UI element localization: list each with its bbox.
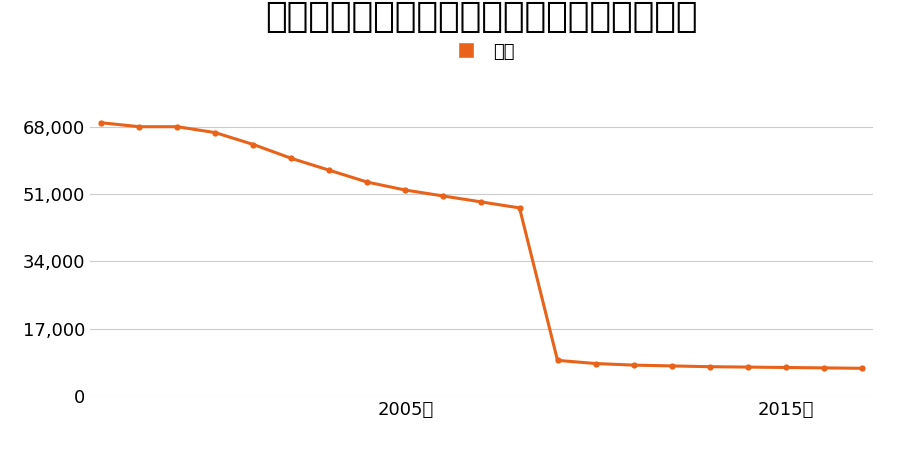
価格 xyxy=(172,124,183,130)
価格 xyxy=(628,362,639,368)
Legend: 価格: 価格 xyxy=(448,43,515,61)
価格 xyxy=(704,364,715,369)
価格 xyxy=(742,364,753,370)
価格 xyxy=(400,187,411,193)
価格 xyxy=(476,199,487,205)
価格 xyxy=(134,124,145,130)
価格 xyxy=(590,361,601,366)
価格 xyxy=(362,180,373,185)
価格 xyxy=(514,205,525,211)
価格 xyxy=(552,358,562,363)
価格 xyxy=(818,365,829,371)
価格 xyxy=(286,156,297,161)
価格 xyxy=(856,365,867,371)
Title: 新潟県上越市西本町３丁目１１番の地価推移: 新潟県上越市西本町３丁目１１番の地価推移 xyxy=(266,0,698,34)
価格 xyxy=(248,142,259,147)
価格 xyxy=(666,363,677,369)
価格 xyxy=(324,167,335,173)
Line: 価格: 価格 xyxy=(98,120,865,371)
価格 xyxy=(210,130,220,135)
価格 xyxy=(780,365,791,370)
価格 xyxy=(438,194,449,199)
価格 xyxy=(96,120,107,126)
